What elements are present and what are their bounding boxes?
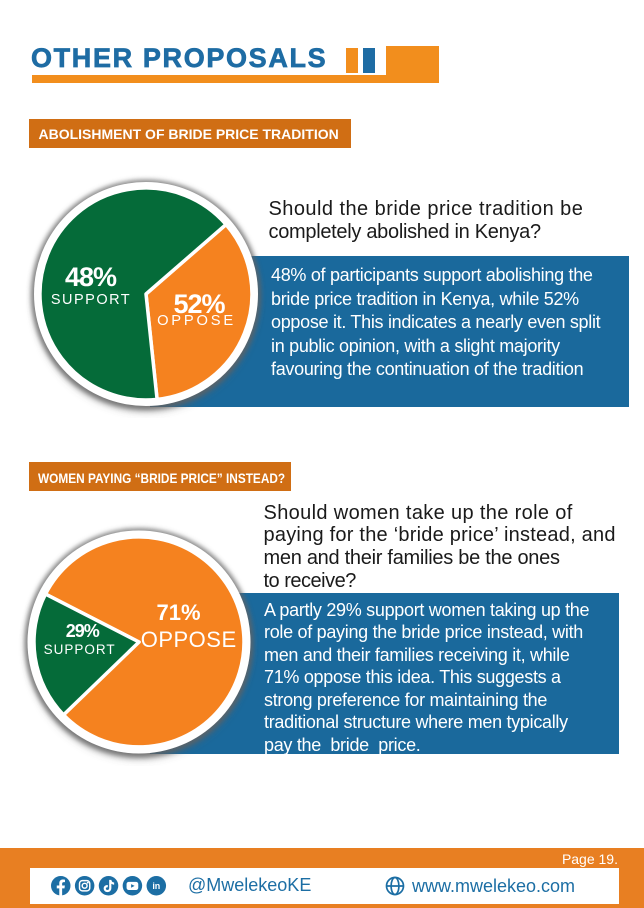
svg-text:in: in [152,881,160,891]
